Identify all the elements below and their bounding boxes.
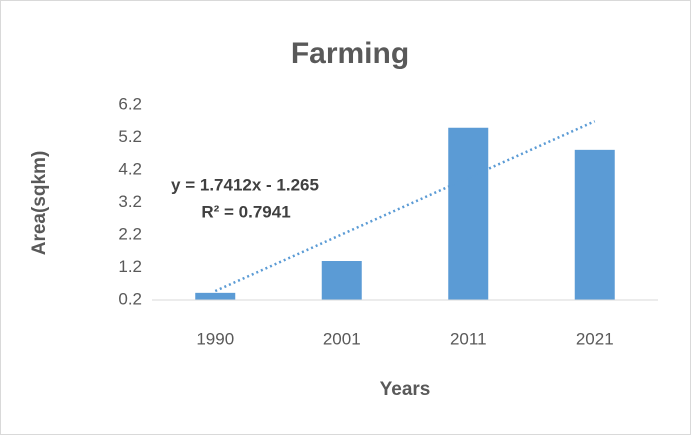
bar xyxy=(448,127,489,300)
bar xyxy=(195,292,236,300)
y-tick-label: 4.2 xyxy=(118,159,142,178)
y-tick-label: 6.2 xyxy=(118,94,142,113)
x-axis-title: Years xyxy=(380,379,431,400)
trendline-equation: y = 1.7412x - 1.265 xyxy=(171,175,319,194)
trendline-r-squared: R² = 0.7941 xyxy=(201,202,290,221)
y-axis-title: Area(sqkm) xyxy=(29,151,50,256)
y-tick-label: 0.2 xyxy=(118,289,142,308)
trendline xyxy=(214,120,596,293)
x-tick-label: 1990 xyxy=(196,329,234,348)
bar xyxy=(321,261,362,300)
x-tick-label: 2021 xyxy=(576,329,614,348)
y-tick-label: 3.2 xyxy=(118,192,142,211)
x-tick-label: 2001 xyxy=(323,329,361,348)
chart-title: Farming xyxy=(291,37,409,70)
y-tick-label: 2.2 xyxy=(118,224,142,243)
y-tick-label: 5.2 xyxy=(118,127,142,146)
bar xyxy=(574,149,615,300)
x-tick-label: 2011 xyxy=(450,329,487,348)
y-tick-label: 1.2 xyxy=(118,257,142,276)
